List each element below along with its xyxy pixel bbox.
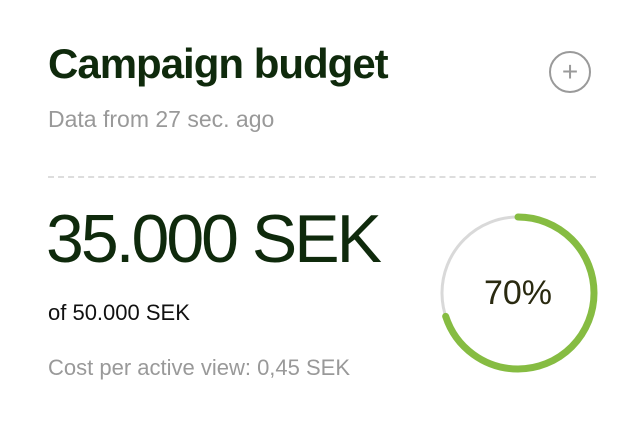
card-title: Campaign budget — [48, 40, 389, 87]
add-button[interactable]: + — [549, 51, 591, 93]
cost-per-view: Cost per active view: 0,45 SEK — [48, 355, 351, 380]
total-budget: of 50.000 SEK — [48, 300, 190, 325]
progress-arc — [438, 213, 598, 373]
spent-amount: 35.000 SEK — [46, 201, 382, 277]
divider — [48, 176, 596, 178]
last-updated: Data from 27 sec. ago — [48, 106, 275, 132]
plus-icon: + — [561, 56, 579, 87]
progress-percent: 70% — [483, 273, 553, 312]
progress-ring — [438, 213, 598, 373]
